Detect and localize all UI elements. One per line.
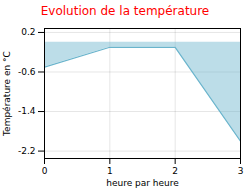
svg-text:-2.2: -2.2: [18, 146, 36, 156]
svg-text:0.2: 0.2: [21, 27, 35, 37]
html-text:Evolution de la température: Evolution de la température: [40, 4, 210, 18]
svg-text:-1.4: -1.4: [18, 106, 36, 116]
svg-text:2: 2: [172, 166, 178, 176]
svg-text:0: 0: [42, 166, 48, 176]
svg-text:-0.6: -0.6: [18, 67, 36, 77]
svg-text:Température en °C: Température en °C: [2, 51, 12, 137]
svg-text:heure par heure: heure par heure: [106, 178, 179, 188]
svg-text:3: 3: [238, 166, 244, 176]
svg-text:1: 1: [107, 166, 113, 176]
